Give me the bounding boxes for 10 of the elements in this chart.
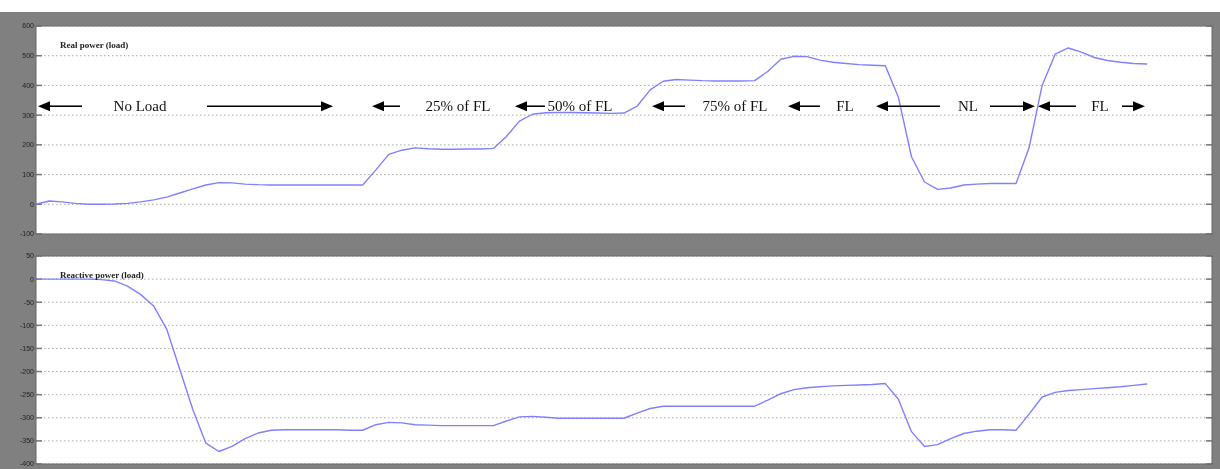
annotation: FL (1091, 98, 1109, 115)
annotation: 25% of FL (425, 98, 491, 115)
annotation: No Load (113, 98, 167, 115)
annotation: 50% of FL (547, 98, 613, 115)
annotation: NL (958, 98, 978, 115)
text: Reactive power (load) (60, 270, 144, 280)
annotation: FL (836, 98, 854, 115)
line-series (35, 278, 1148, 453)
annotation: 75% of FL (702, 98, 768, 115)
text: Real power (load) (60, 40, 129, 50)
